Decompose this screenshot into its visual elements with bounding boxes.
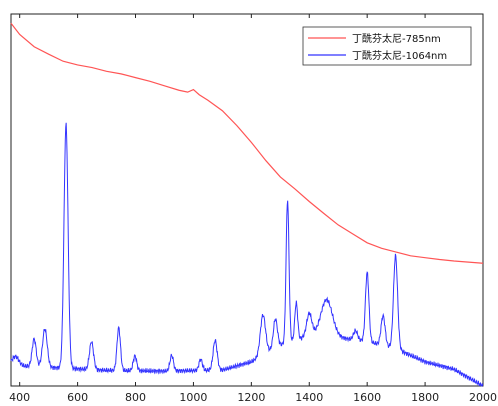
legend: 丁酰芬太尼-785nm 丁酰芬太尼-1064nm bbox=[302, 26, 472, 66]
x-tick-label: 1800 bbox=[411, 391, 439, 404]
x-axis: 400 600 800 1000 1200 1400 1600 1800 2000 bbox=[9, 14, 497, 404]
x-tick-label: 800 bbox=[125, 391, 146, 404]
x-tick-label: 1000 bbox=[179, 391, 207, 404]
x-tick-label: 1600 bbox=[353, 391, 381, 404]
legend-box bbox=[302, 26, 472, 66]
series-1064nm-line bbox=[10, 122, 484, 387]
x-tick-label: 1400 bbox=[295, 391, 323, 404]
x-tick-label: 600 bbox=[67, 391, 88, 404]
x-tick-label: 2000 bbox=[469, 391, 497, 404]
x-tick-label: 400 bbox=[9, 391, 30, 404]
legend-label-785nm: 丁酰芬太尼-785nm bbox=[352, 32, 441, 45]
x-tick-label: 1200 bbox=[237, 391, 265, 404]
plot-area bbox=[10, 13, 484, 387]
series-785nm-line bbox=[10, 22, 484, 264]
legend-label-1064nm: 丁酰芬太尼-1064nm bbox=[352, 49, 447, 62]
